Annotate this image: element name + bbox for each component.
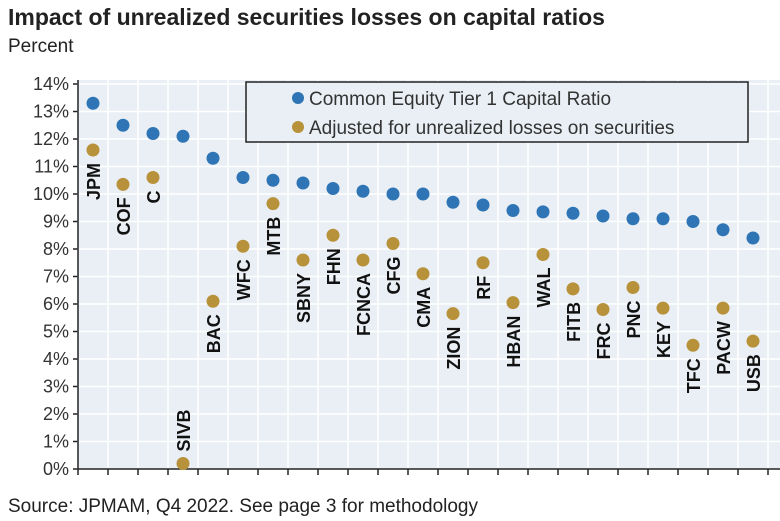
cet1-point xyxy=(86,96,100,110)
cet1-point xyxy=(686,215,700,228)
adjusted-point xyxy=(296,253,310,267)
category-label: C xyxy=(144,191,164,204)
cet1-point xyxy=(476,198,490,212)
y-tick-label: 12% xyxy=(33,129,69,149)
cet1-point xyxy=(716,223,730,237)
adjusted-point xyxy=(176,457,190,470)
chart-subtitle: Percent xyxy=(8,36,74,57)
y-tick-label: 13% xyxy=(33,102,69,122)
source-note: Source: JPMAM, Q4 2022. See page 3 for m… xyxy=(8,496,478,517)
category-label: BAC xyxy=(204,314,224,353)
chart-title: Impact of unrealized securities losses o… xyxy=(8,4,605,30)
adjusted-point xyxy=(686,338,700,352)
y-tick-label: 6% xyxy=(43,294,69,314)
category-label: FHN xyxy=(324,248,344,285)
adjusted-point xyxy=(146,171,160,184)
adjusted-point xyxy=(266,197,280,211)
category-label: PNC xyxy=(624,301,644,339)
cet1-point xyxy=(296,176,310,190)
cet1-point xyxy=(626,212,640,226)
adjusted-point xyxy=(566,282,580,296)
category-label: FITB xyxy=(564,302,584,342)
cet1-point xyxy=(656,212,670,226)
adjusted-point xyxy=(206,294,220,308)
legend-label: Adjusted for unrealized losses on securi… xyxy=(309,118,674,139)
y-tick-label: 10% xyxy=(33,184,69,204)
category-label: CMA xyxy=(414,287,434,328)
adjusted-point xyxy=(386,237,400,250)
y-tick-label: 2% xyxy=(43,404,69,424)
category-label: CFG xyxy=(384,257,404,295)
y-tick-label: 3% xyxy=(43,377,69,397)
y-tick-label: 0% xyxy=(43,459,69,479)
adjusted-point xyxy=(416,267,430,281)
cet1-point xyxy=(566,206,580,220)
adjusted-point xyxy=(476,256,490,270)
adjusted-point xyxy=(86,143,100,157)
y-tick-label: 4% xyxy=(43,349,69,369)
category-label: MTB xyxy=(264,217,284,256)
cet1-point xyxy=(416,187,430,201)
category-label: SIVB xyxy=(174,409,194,451)
category-label: TFC xyxy=(684,358,704,393)
cet1-point xyxy=(596,209,610,223)
legend-box xyxy=(245,81,749,143)
adjusted-point xyxy=(356,253,370,267)
category-label: USB xyxy=(744,354,764,392)
cet1-point xyxy=(746,231,760,245)
category-label: SBNY xyxy=(294,273,314,323)
cet1-point xyxy=(146,127,160,140)
cet1-point xyxy=(236,171,250,184)
category-label: RF xyxy=(474,276,494,300)
category-label: PACW xyxy=(714,321,734,375)
adjusted-point xyxy=(446,307,460,321)
y-tick-label: 7% xyxy=(43,267,69,287)
cet1-point xyxy=(326,182,340,195)
adjusted-point xyxy=(116,177,130,191)
category-label: WFC xyxy=(234,259,254,300)
legend-marker xyxy=(292,121,304,133)
y-tick-label: 5% xyxy=(43,322,69,342)
legend-label: Common Equity Tier 1 Capital Ratio xyxy=(309,89,611,110)
cet1-point xyxy=(176,129,190,143)
category-label: JPM xyxy=(84,163,104,200)
cet1-point xyxy=(116,118,130,132)
cet1-point xyxy=(386,187,400,201)
adjusted-point xyxy=(746,334,760,348)
cet1-point xyxy=(536,205,550,219)
y-tick-label: 1% xyxy=(43,432,69,452)
cet1-point xyxy=(266,173,280,187)
legend-marker xyxy=(292,92,304,104)
adjusted-point xyxy=(716,301,730,315)
cet1-point xyxy=(506,204,520,217)
cet1-point xyxy=(446,195,460,209)
adjusted-point xyxy=(656,301,670,315)
category-label: FRC xyxy=(594,323,614,360)
category-label: WAL xyxy=(534,268,554,308)
cet1-point xyxy=(356,184,370,198)
category-label: FCNCA xyxy=(354,273,374,336)
category-label: KEY xyxy=(654,321,674,358)
adjusted-point xyxy=(236,239,250,253)
y-tick-label: 14% xyxy=(33,74,69,94)
category-label: ZION xyxy=(444,327,464,370)
cet1-point xyxy=(206,151,220,165)
y-tick-label: 9% xyxy=(43,212,69,232)
category-label: COF xyxy=(114,197,134,235)
adjusted-point xyxy=(626,281,640,294)
y-tick-label: 8% xyxy=(43,239,69,259)
y-tick-label: 11% xyxy=(34,157,69,177)
adjusted-point xyxy=(506,296,520,310)
adjusted-point xyxy=(536,248,550,261)
adjusted-point xyxy=(596,303,610,316)
adjusted-point xyxy=(326,228,340,242)
category-label: HBAN xyxy=(504,316,524,368)
